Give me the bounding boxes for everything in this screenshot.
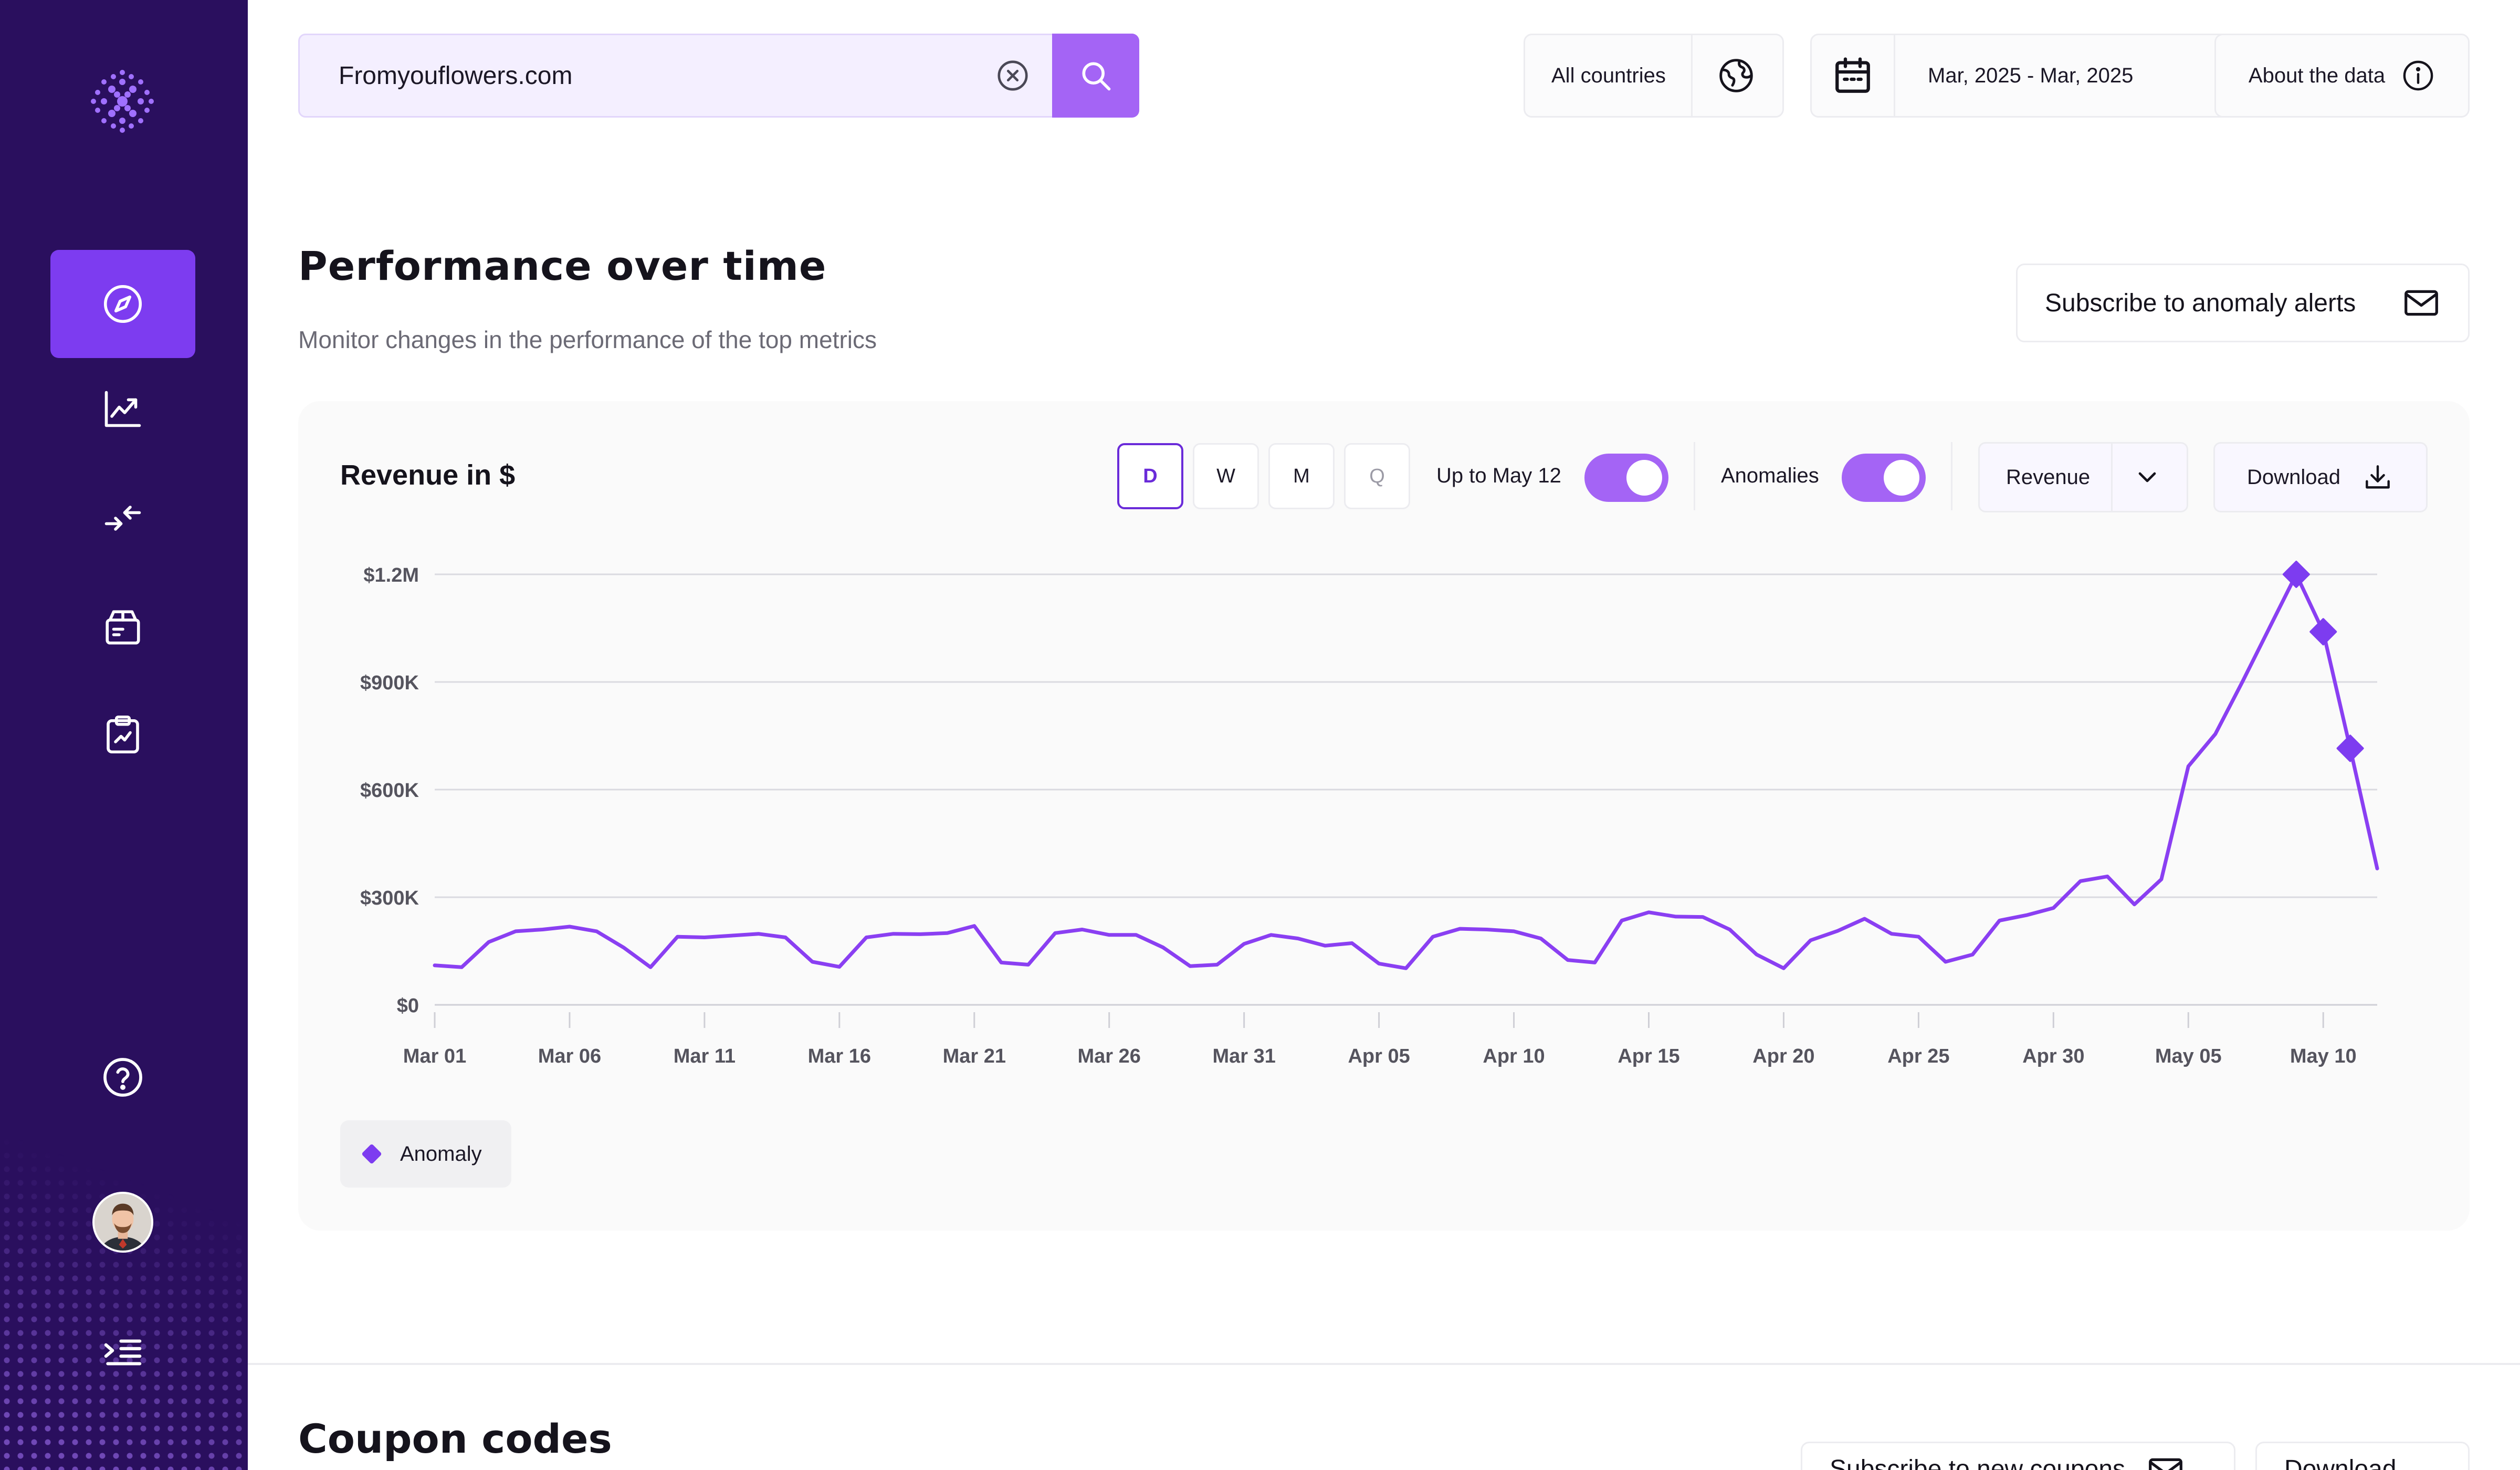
up-to-toggle[interactable] bbox=[1584, 454, 1668, 502]
country-filter-label: All countries bbox=[1551, 64, 1666, 87]
download-label: Download bbox=[2247, 465, 2340, 489]
nav-trends[interactable] bbox=[50, 355, 195, 463]
download-icon bbox=[2366, 465, 2390, 489]
anomaly-legend-label: Anomaly bbox=[400, 1142, 482, 1166]
download-button[interactable]: Download bbox=[2213, 442, 2428, 512]
clipboard-chart-icon bbox=[107, 715, 139, 754]
search-bar: Fromyouflowers.com bbox=[298, 34, 1139, 118]
divider bbox=[1951, 442, 1952, 510]
date-range-picker[interactable]: Mar, 2025 - Mar, 2025 bbox=[1810, 34, 2233, 118]
page-title: Performance over time bbox=[298, 243, 827, 289]
nav-explore[interactable] bbox=[50, 250, 195, 358]
x-tick-label: Apr 10 bbox=[1483, 1045, 1545, 1067]
calendar-icon bbox=[1835, 57, 1870, 93]
nav-compare[interactable] bbox=[50, 464, 195, 572]
anomalies-toggle[interactable] bbox=[1842, 454, 1926, 502]
page-subtitle: Monitor changes in the performance of th… bbox=[298, 326, 877, 353]
x-tick-label: Mar 06 bbox=[538, 1045, 601, 1067]
date-range-label: Mar, 2025 - Mar, 2025 bbox=[1928, 64, 2134, 87]
subscribe-coupons-button[interactable]: Subscribe to new coupons bbox=[1801, 1442, 2235, 1470]
search-button[interactable] bbox=[1052, 34, 1139, 118]
anomaly-legend[interactable]: Anomaly bbox=[340, 1120, 511, 1188]
x-tick-label: Apr 15 bbox=[1618, 1045, 1679, 1067]
chevron-down-icon bbox=[2138, 472, 2156, 482]
y-tick-label: $1.2M bbox=[363, 564, 419, 586]
search-input[interactable]: Fromyouflowers.com bbox=[339, 61, 573, 90]
section-divider bbox=[248, 1363, 2520, 1365]
help-icon bbox=[103, 1058, 142, 1097]
user-avatar-icon bbox=[94, 1194, 151, 1251]
line-chart-icon bbox=[104, 391, 141, 427]
x-tick-label: Mar 11 bbox=[674, 1045, 736, 1067]
revenue-series-line bbox=[433, 572, 2379, 970]
x-tick-label: Apr 25 bbox=[1887, 1045, 1949, 1067]
x-tick-label: Mar 21 bbox=[943, 1045, 1006, 1067]
about-data-button[interactable]: About the data bbox=[2214, 34, 2470, 118]
subscribe-label: Subscribe to anomaly alerts bbox=[2045, 289, 2356, 317]
x-tick-label: May 10 bbox=[2290, 1045, 2357, 1067]
about-data-label: About the data bbox=[2248, 64, 2386, 87]
up-to-label: Up to May 12 bbox=[1436, 464, 1561, 487]
toggle-knob bbox=[1626, 460, 1662, 496]
globe-icon bbox=[1719, 59, 1753, 92]
collapse-sidebar-button[interactable] bbox=[50, 1316, 195, 1389]
x-tick-label: Apr 30 bbox=[2022, 1045, 2084, 1067]
toggle-knob bbox=[1884, 460, 1919, 496]
granularity-month-button[interactable]: M bbox=[1268, 443, 1335, 509]
mail-icon bbox=[2404, 290, 2438, 316]
x-tick-label: Apr 20 bbox=[1752, 1045, 1814, 1067]
mail-icon bbox=[2149, 1458, 2182, 1470]
subscribe-anomaly-alerts-button[interactable]: Subscribe to anomaly alerts bbox=[2016, 264, 2470, 342]
granularity-quarter-button[interactable]: Q bbox=[1344, 443, 1410, 509]
y-tick-label: $300K bbox=[360, 887, 419, 909]
search-icon bbox=[1082, 62, 1111, 91]
coupons-download-button[interactable]: Download bbox=[2255, 1442, 2470, 1470]
nav-reports[interactable] bbox=[50, 680, 195, 789]
revenue-line-chart: $0 $300K $600K $900K $1.2M Mar 01 Mar 06 Mar 11… bbox=[360, 561, 2379, 1067]
anomaly-legend-marker bbox=[361, 1143, 382, 1164]
coupon-codes-title: Coupon codes bbox=[298, 1415, 612, 1462]
brand-logo-icon[interactable] bbox=[88, 67, 156, 135]
divider bbox=[1694, 442, 1695, 510]
divider bbox=[2111, 444, 2113, 511]
x-tick-label: Apr 05 bbox=[1348, 1045, 1410, 1067]
metric-select-value: Revenue bbox=[2006, 465, 2091, 489]
x-tick-label: Mar 16 bbox=[808, 1045, 871, 1067]
y-tick-label: $900K bbox=[360, 672, 419, 694]
x-tick-label: Mar 01 bbox=[403, 1045, 466, 1067]
compass-icon bbox=[103, 285, 142, 323]
card-title: Revenue in $ bbox=[340, 459, 516, 491]
metric-select[interactable]: Revenue bbox=[1978, 442, 2188, 512]
revenue-card: Revenue in $ D W M Q Up to May 12 Anomal… bbox=[298, 401, 2470, 1231]
x-tick-label: Mar 26 bbox=[1078, 1045, 1141, 1067]
compare-arrows-icon bbox=[104, 506, 141, 531]
sidebar-dots-decoration bbox=[0, 1040, 248, 1470]
divider bbox=[1691, 35, 1693, 116]
info-icon bbox=[2403, 60, 2433, 91]
granularity-week-button[interactable]: W bbox=[1193, 443, 1259, 509]
x-tick-label: May 05 bbox=[2155, 1045, 2222, 1067]
nav-products[interactable] bbox=[50, 573, 195, 681]
package-icon bbox=[106, 610, 140, 645]
y-tick-label: $600K bbox=[360, 780, 419, 802]
clear-search-icon[interactable] bbox=[994, 57, 1031, 94]
subscribe-coupons-label: Subscribe to new coupons bbox=[1830, 1455, 2126, 1470]
anomaly-marker bbox=[2282, 561, 2310, 588]
sidebar bbox=[0, 0, 248, 1470]
anomaly-marker bbox=[2309, 618, 2337, 646]
x-tick-label: Mar 31 bbox=[1212, 1045, 1275, 1067]
anomalies-label: Anomalies bbox=[1721, 464, 1819, 487]
anomaly-marker bbox=[2336, 734, 2364, 762]
granularity-day-button[interactable]: D bbox=[1117, 443, 1183, 509]
country-filter[interactable]: All countries bbox=[1524, 34, 1784, 118]
y-tick-label: $0 bbox=[397, 995, 419, 1017]
divider bbox=[1894, 35, 1895, 116]
avatar[interactable] bbox=[92, 1192, 153, 1253]
collapse-menu-icon bbox=[104, 1339, 142, 1366]
help-button[interactable] bbox=[50, 1041, 195, 1114]
coupons-download-label: Download bbox=[2284, 1455, 2397, 1470]
